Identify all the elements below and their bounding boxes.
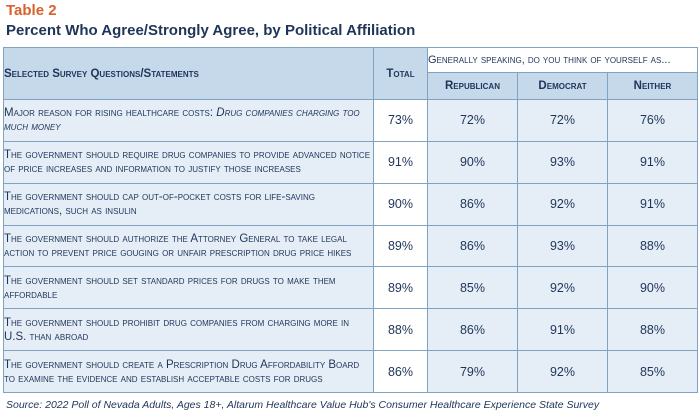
democrat-cell: 93% bbox=[517, 224, 608, 268]
table-subtitle: Percent Who Agree/Strongly Agree, by Pol… bbox=[6, 22, 416, 39]
neither-cell: 88% bbox=[606, 308, 699, 352]
question-emphasis: Drug companies charging too much money bbox=[4, 107, 360, 134]
democrat-cell: 72% bbox=[517, 99, 608, 142]
table-row: The government should set standard price… bbox=[3, 266, 699, 310]
neither-cell: 85% bbox=[606, 350, 699, 393]
total-cell: 90% bbox=[373, 182, 428, 226]
democrat-cell: 91% bbox=[517, 308, 608, 352]
header-total: Total bbox=[373, 47, 428, 100]
neither-cell: 76% bbox=[606, 99, 699, 142]
total-cell: 86% bbox=[373, 350, 428, 393]
question-cell: The government should create a Prescript… bbox=[3, 350, 374, 393]
header-questions: Selected Survey Questions/Statements bbox=[3, 47, 374, 100]
republican-cell: 90% bbox=[427, 140, 518, 184]
question-cell: The government should set standard price… bbox=[3, 266, 374, 310]
republican-cell: 86% bbox=[427, 224, 518, 268]
total-cell: 91% bbox=[373, 140, 428, 184]
header-republican: Republican bbox=[427, 72, 518, 100]
republican-cell: 85% bbox=[427, 266, 518, 310]
neither-cell: 91% bbox=[606, 182, 699, 226]
question-cell: The government should authorize the Atto… bbox=[3, 224, 374, 268]
table-row: Major reason for rising healthcare costs… bbox=[3, 99, 699, 142]
table-row: The government should require drug compa… bbox=[3, 140, 699, 184]
table-row: The government should authorize the Atto… bbox=[3, 224, 699, 268]
header-group: Generally speaking, do you think of your… bbox=[426, 47, 699, 73]
total-cell: 89% bbox=[373, 266, 428, 310]
democrat-cell: 92% bbox=[517, 182, 608, 226]
question-cell: Major reason for rising healthcare costs… bbox=[3, 99, 374, 142]
total-cell: 88% bbox=[373, 308, 428, 352]
neither-cell: 91% bbox=[606, 140, 699, 184]
survey-table: Selected Survey Questions/Statements Tot… bbox=[3, 47, 699, 393]
question-cell: The government should cap out-of-pocket … bbox=[3, 182, 374, 226]
republican-cell: 79% bbox=[427, 350, 518, 393]
table-row: The government should create a Prescript… bbox=[3, 350, 699, 393]
header-neither: Neither bbox=[606, 72, 699, 100]
question-cell: The government should prohibit drug comp… bbox=[3, 308, 374, 352]
republican-cell: 72% bbox=[427, 99, 518, 142]
question-cell: The government should require drug compa… bbox=[3, 140, 374, 184]
republican-cell: 86% bbox=[427, 308, 518, 352]
republican-cell: 86% bbox=[427, 182, 518, 226]
table-row: The government should prohibit drug comp… bbox=[3, 308, 699, 352]
neither-cell: 88% bbox=[606, 224, 699, 268]
question-text: Major reason for rising healthcare costs… bbox=[4, 107, 217, 120]
header-democrat: Democrat bbox=[517, 72, 608, 100]
democrat-cell: 92% bbox=[517, 266, 608, 310]
total-cell: 89% bbox=[373, 224, 428, 268]
source-note: Source: 2022 Poll of Nevada Adults, Ages… bbox=[6, 399, 600, 411]
democrat-cell: 92% bbox=[517, 350, 608, 393]
table-row: The government should cap out-of-pocket … bbox=[3, 182, 699, 226]
neither-cell: 90% bbox=[606, 266, 699, 310]
democrat-cell: 93% bbox=[517, 140, 608, 184]
table-label: Table 2 bbox=[6, 2, 57, 19]
total-cell: 73% bbox=[373, 99, 428, 142]
